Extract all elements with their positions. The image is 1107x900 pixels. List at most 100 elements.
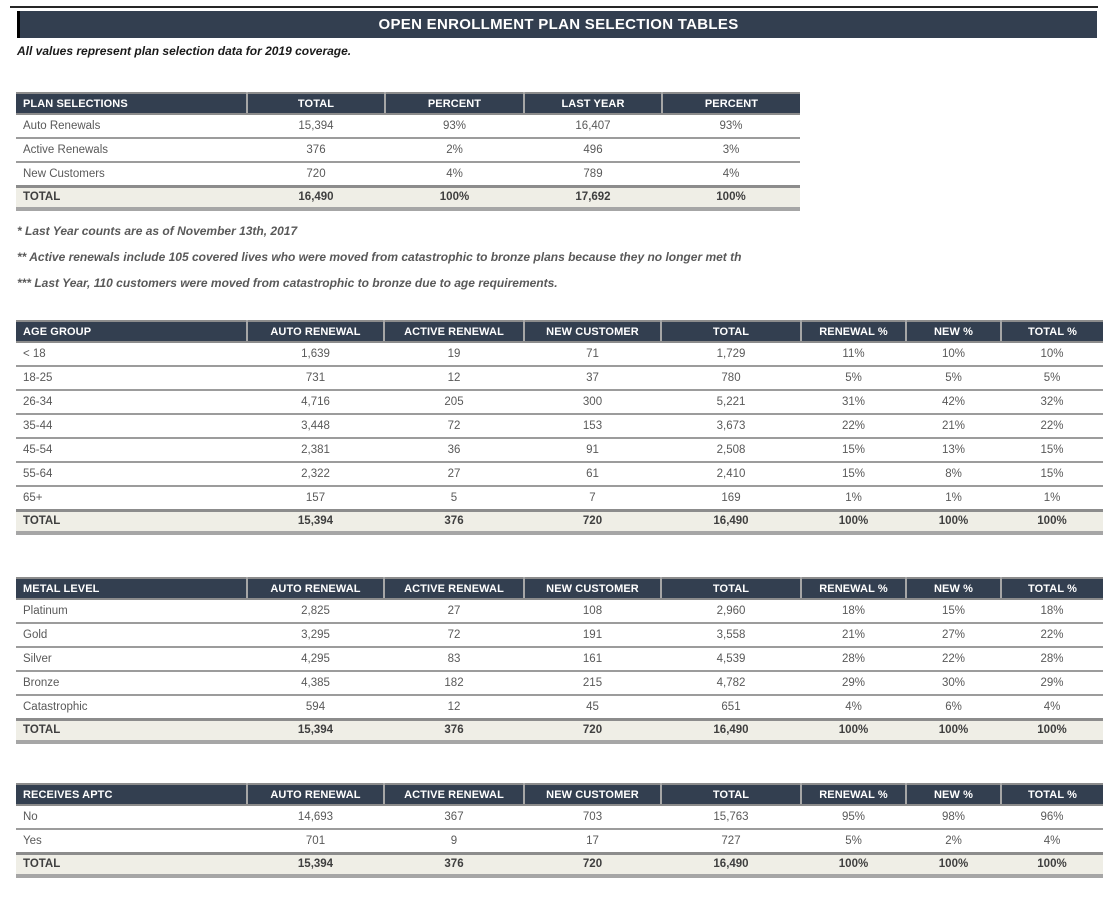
value-cell: 27% [906,623,1001,648]
value-cell: 157 [247,486,384,511]
total-row: TOTAL 15,394 376 720 16,490 100% 100% 100% [16,851,1103,876]
value-cell: 1% [801,486,906,511]
column-header: AUTO RENEWAL [247,784,385,806]
table-row: 18-25 731 12 37 780 5% 5% 5% [16,366,1103,391]
value-cell: 191 [524,623,661,648]
total-value-cell: 100% [906,851,1001,876]
value-cell: 5% [1001,366,1103,391]
table-row: Platinum 2,825 27 108 2,960 18% 15% 18% [16,599,1103,624]
value-cell: 18% [1001,599,1103,624]
row-label-cell: Catastrophic [16,695,247,720]
value-cell: 8% [906,462,1001,487]
value-cell: 4% [1001,829,1103,854]
top-border-line [10,6,1098,8]
value-cell: 2,381 [247,438,384,463]
value-cell: 29% [801,671,906,696]
table-body: No 14,693 367 703 15,763 95% 98% 96% Yes 701 9 17 72… [16,805,1103,876]
total-value-cell: 720 [524,851,661,876]
value-cell: 11% [801,342,906,367]
row-label-cell: 18-25 [16,366,247,391]
total-value-cell: 16,490 [247,184,385,209]
column-header: NEW % [906,578,1002,600]
value-cell: 108 [524,599,661,624]
footnotes-block: * Last Year counts are as of November 13… [17,223,1102,301]
value-cell: 215 [524,671,661,696]
table-row: 45-54 2,381 36 91 2,508 15% 13% 15% [16,438,1103,463]
value-cell: 17 [524,829,661,854]
column-header: TOTAL [661,578,802,600]
value-cell: 4,385 [247,671,384,696]
value-cell: 376 [247,138,385,163]
value-cell: 3% [662,138,800,163]
value-cell: 98% [906,805,1001,830]
value-cell: 22% [1001,623,1103,648]
value-cell: 72 [384,623,524,648]
total-value-cell: 100% [385,184,524,209]
header-row: PLAN SELECTIONS TOTAL PERCENT LAST YEAR PERC… [16,93,800,115]
total-label-cell: TOTAL [16,851,247,876]
value-cell: 15% [1001,438,1103,463]
value-cell: 3,448 [247,414,384,439]
value-cell: 169 [661,486,801,511]
table-row: 35-44 3,448 72 153 3,673 22% 21% 22% [16,414,1103,439]
value-cell: 1% [1001,486,1103,511]
value-cell: 4% [801,695,906,720]
row-label-cell: Bronze [16,671,247,696]
total-value-cell: 16,490 [661,508,801,533]
value-cell: 9 [384,829,524,854]
column-header: TOTAL [247,93,386,115]
table-row: Bronze 4,385 182 215 4,782 29% 30% 29% [16,671,1103,696]
value-cell: 15% [801,462,906,487]
value-cell: 2,322 [247,462,384,487]
value-cell: 12 [384,366,524,391]
column-header: PERCENT [662,93,800,115]
value-cell: 789 [524,162,662,187]
table-header: PLAN SELECTIONS TOTAL PERCENT LAST YEAR PERC… [16,93,800,115]
header-row: METAL LEVEL AUTO RENEWAL ACTIVE RENEWAL NEW… [16,578,1103,600]
value-cell: 4,716 [247,390,384,415]
value-cell: 5% [801,829,906,854]
total-value-cell: 100% [906,717,1001,742]
value-cell: 29% [1001,671,1103,696]
value-cell: 3,295 [247,623,384,648]
value-cell: 21% [906,414,1001,439]
value-cell: 300 [524,390,661,415]
column-header: AUTO RENEWAL [247,578,385,600]
column-header: NEW CUSTOMER [524,784,662,806]
total-value-cell: 376 [384,851,524,876]
value-cell: 18% [801,599,906,624]
value-cell: 4,539 [661,647,801,672]
value-cell: 15,763 [661,805,801,830]
total-row: TOTAL 16,490 100% 17,692 100% [16,184,800,209]
value-cell: 31% [801,390,906,415]
value-cell: 28% [1001,647,1103,672]
value-cell: 2,410 [661,462,801,487]
header-row: AGE GROUP AUTO RENEWAL ACTIVE RENEWAL NEW C… [16,321,1103,343]
value-cell: 2,960 [661,599,801,624]
column-header: NEW % [906,784,1002,806]
total-label-cell: TOTAL [16,508,247,533]
row-label-cell: Yes [16,829,247,854]
value-cell: 72 [384,414,524,439]
footnote-active-renewals: ** Active renewals include 105 covered l… [17,250,742,264]
row-label-cell: Gold [16,623,247,648]
value-cell: 1% [906,486,1001,511]
value-cell: 2,508 [661,438,801,463]
value-cell: 6% [906,695,1001,720]
table-row: 55-64 2,322 27 61 2,410 15% 8% 15% [16,462,1103,487]
total-row: TOTAL 15,394 376 720 16,490 100% 100% 100% [16,717,1103,742]
value-cell: 16,407 [524,114,662,139]
total-label-cell: TOTAL [16,717,247,742]
table-row: Gold 3,295 72 191 3,558 21% 27% 22% [16,623,1103,648]
column-header: NEW % [906,321,1002,343]
total-value-cell: 100% [1001,717,1103,742]
value-cell: 5,221 [661,390,801,415]
value-cell: 3,673 [661,414,801,439]
value-cell: 61 [524,462,661,487]
value-cell: 42% [906,390,1001,415]
age-group-table: AGE GROUP AUTO RENEWAL ACTIVE RENEWAL NEW C… [16,320,1103,535]
row-label-cell: < 18 [16,342,247,367]
value-cell: 21% [801,623,906,648]
value-cell: 1,729 [661,342,801,367]
row-label-cell: 26-34 [16,390,247,415]
